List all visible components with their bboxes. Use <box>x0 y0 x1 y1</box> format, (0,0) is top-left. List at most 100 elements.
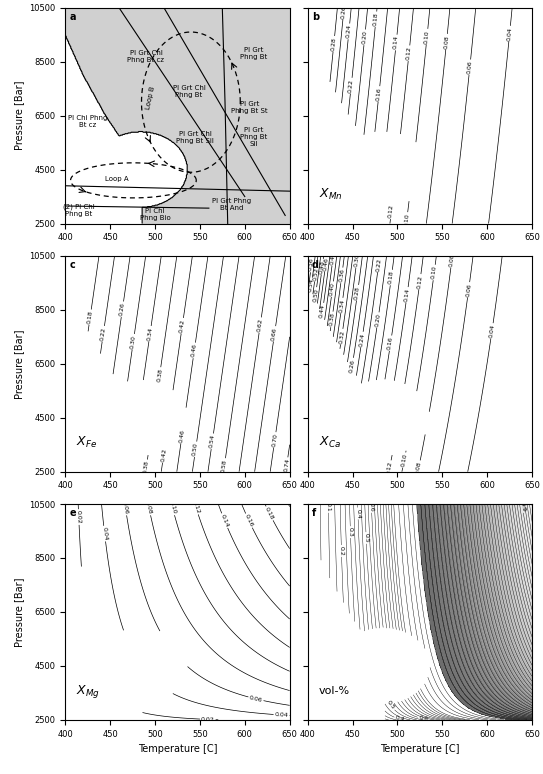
Text: 0.56: 0.56 <box>308 258 315 272</box>
Text: 0.50: 0.50 <box>312 288 319 302</box>
Text: 0.46: 0.46 <box>191 343 198 358</box>
Text: Pl Grt Chl
Phng Bt cz: Pl Grt Chl Phng Bt cz <box>128 50 165 63</box>
Text: 0.26: 0.26 <box>119 302 126 317</box>
Text: 0.12: 0.12 <box>406 46 412 60</box>
Text: 0.10: 0.10 <box>400 453 408 467</box>
Text: 0.06: 0.06 <box>249 695 263 703</box>
Text: Pl Grt Chl
Phng Bt: Pl Grt Chl Phng Bt <box>173 85 206 98</box>
Text: 0.08: 0.08 <box>444 35 450 49</box>
Text: 0.14: 0.14 <box>220 513 230 528</box>
Text: 0.40: 0.40 <box>329 282 336 296</box>
Text: 0.06: 0.06 <box>122 501 129 515</box>
Text: a: a <box>70 12 76 22</box>
Text: 0.46: 0.46 <box>179 429 185 443</box>
Text: 0.22: 0.22 <box>100 327 107 341</box>
Y-axis label: Pressure [Bar]: Pressure [Bar] <box>14 80 24 150</box>
Text: 0.44: 0.44 <box>319 303 326 318</box>
Text: $X_{Mg}$: $X_{Mg}$ <box>77 683 100 700</box>
Text: 0.06: 0.06 <box>465 283 472 297</box>
Text: 0.1: 0.1 <box>326 502 331 512</box>
Text: Loop A: Loop A <box>105 176 128 182</box>
Text: f: f <box>312 509 317 519</box>
Text: 0.26: 0.26 <box>340 5 347 19</box>
Text: 0.48: 0.48 <box>319 259 326 274</box>
Text: $X_{Mn}$: $X_{Mn}$ <box>319 187 343 202</box>
Text: Pl Chl
Phng Bio: Pl Chl Phng Bio <box>140 208 171 221</box>
Text: 0.08: 0.08 <box>415 461 422 475</box>
Text: 0.5: 0.5 <box>386 700 396 711</box>
Text: 0.20: 0.20 <box>375 313 381 327</box>
Text: Loop B: Loop B <box>145 86 156 110</box>
Text: 0.74: 0.74 <box>283 458 290 472</box>
Text: 0.18: 0.18 <box>388 270 395 285</box>
Text: 0.4: 0.4 <box>355 509 361 519</box>
Text: 0.34: 0.34 <box>338 299 345 313</box>
Text: c: c <box>70 260 75 270</box>
Text: d: d <box>312 260 319 270</box>
Text: 0.10: 0.10 <box>403 213 410 227</box>
Text: 0.66: 0.66 <box>271 327 278 341</box>
Text: 0.18: 0.18 <box>264 506 275 521</box>
Text: (2) Pl Chl
Phng Bt: (2) Pl Chl Phng Bt <box>63 204 94 217</box>
Text: 0.42: 0.42 <box>330 251 336 265</box>
Text: 0.38: 0.38 <box>156 368 163 382</box>
Text: 0.6: 0.6 <box>418 715 428 722</box>
Text: 0.10: 0.10 <box>168 501 176 515</box>
Text: 0.08: 0.08 <box>449 253 455 267</box>
Text: b: b <box>312 12 319 22</box>
Text: 0.14: 0.14 <box>403 288 411 302</box>
Text: 0.54: 0.54 <box>209 434 216 448</box>
X-axis label: Temperature [C]: Temperature [C] <box>380 744 459 754</box>
Text: Pl Grt
Phng Bt St: Pl Grt Phng Bt St <box>231 101 268 114</box>
Text: 0.14: 0.14 <box>393 36 400 50</box>
Text: 0.62: 0.62 <box>257 318 264 332</box>
Text: 0.20: 0.20 <box>362 30 368 44</box>
Text: 0.08: 0.08 <box>145 501 153 515</box>
Text: 0.70: 0.70 <box>272 433 278 447</box>
Text: Pl Chi Phng
Bt cz: Pl Chi Phng Bt cz <box>68 115 108 128</box>
Text: 0.34: 0.34 <box>147 327 154 341</box>
Text: 0.52: 0.52 <box>312 267 319 281</box>
Text: 0.02: 0.02 <box>76 510 81 524</box>
Text: 0.6: 0.6 <box>369 502 374 512</box>
Text: 0.42: 0.42 <box>160 448 167 462</box>
Text: 0.30: 0.30 <box>130 334 137 349</box>
Text: 0.50: 0.50 <box>192 442 199 457</box>
X-axis label: Temperature [C]: Temperature [C] <box>138 744 217 754</box>
Text: 0.10: 0.10 <box>424 29 430 43</box>
Text: Pl Grt
Phng Bt
Sil: Pl Grt Phng Bt Sil <box>240 127 267 147</box>
Text: 0.38: 0.38 <box>143 461 150 474</box>
Text: 0.04: 0.04 <box>489 324 495 338</box>
Text: 0.5: 0.5 <box>363 533 369 543</box>
Text: 0.02: 0.02 <box>201 717 215 722</box>
Text: Pl Grt Phng
Bt And: Pl Grt Phng Bt And <box>212 198 251 211</box>
Text: 0.38: 0.38 <box>329 312 336 327</box>
Text: 0.24: 0.24 <box>358 332 365 347</box>
Text: 0.28: 0.28 <box>331 36 337 51</box>
Text: 0.3: 0.3 <box>348 527 353 537</box>
Text: 0.12: 0.12 <box>386 461 393 475</box>
Text: 0.32: 0.32 <box>338 330 345 344</box>
Text: 0.18: 0.18 <box>373 12 379 26</box>
Text: 0.46: 0.46 <box>323 257 329 271</box>
Text: 0.16: 0.16 <box>387 336 394 351</box>
Text: 0.4: 0.4 <box>395 715 406 723</box>
Text: 4.9: 4.9 <box>519 502 526 512</box>
Text: 0.54: 0.54 <box>308 279 315 293</box>
Text: 0.42: 0.42 <box>179 319 186 333</box>
Text: Pl Grt Chl
Phng Bt Sil: Pl Grt Chl Phng Bt Sil <box>176 131 214 144</box>
Text: 0.24: 0.24 <box>346 24 352 39</box>
Text: 0.22: 0.22 <box>348 78 355 93</box>
Text: 0.30: 0.30 <box>353 253 360 267</box>
Text: 0.28: 0.28 <box>354 286 361 300</box>
Text: 0.10: 0.10 <box>431 265 438 279</box>
Text: 0.06: 0.06 <box>466 60 473 74</box>
Text: $X_{Ca}$: $X_{Ca}$ <box>319 435 341 450</box>
Text: Pl Grt
Phng Bt: Pl Grt Phng Bt <box>240 47 267 60</box>
Y-axis label: Pressure [Bar]: Pressure [Bar] <box>14 577 24 647</box>
Text: vol-%: vol-% <box>319 686 350 696</box>
Y-axis label: Pressure [Bar]: Pressure [Bar] <box>14 329 24 399</box>
Text: 0.04: 0.04 <box>274 712 288 718</box>
Text: $X_{Fe}$: $X_{Fe}$ <box>77 435 98 450</box>
Text: 0.04: 0.04 <box>102 526 108 541</box>
